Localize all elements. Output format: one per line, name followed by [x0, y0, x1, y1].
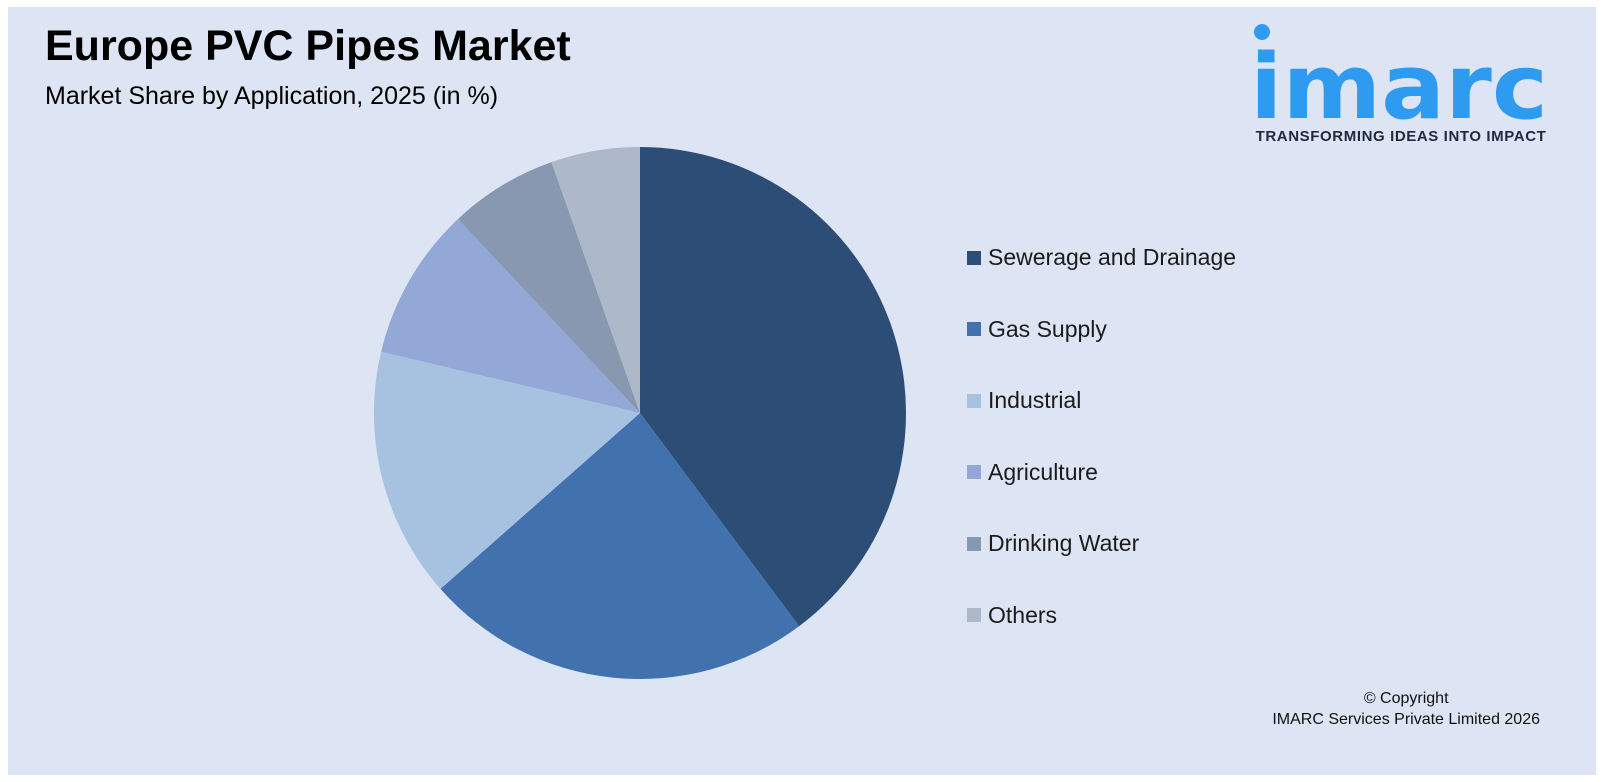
pie-slice-drinking-water: [457, 162, 640, 413]
chart-subtitle: Market Share by Application, 2025 (in %): [45, 82, 499, 110]
chart-title: Europe PVC Pipes Market: [45, 22, 571, 70]
pie-slice-sewerage-and-drainage: [640, 147, 907, 627]
legend-item-others: Others: [967, 580, 1236, 652]
legend-swatch: [967, 608, 981, 623]
pie-slice-industrial: [374, 351, 640, 589]
legend-swatch: [967, 250, 981, 265]
chart-legend: Sewerage and Drainage Gas Supply Industria…: [967, 222, 1236, 651]
legend-label: Drinking Water: [988, 530, 1140, 557]
legend-label: Industrial: [988, 387, 1082, 414]
legend-label: Others: [988, 601, 1058, 628]
legend-swatch: [967, 322, 981, 337]
legend-swatch: [967, 536, 981, 551]
legend-label: Sewerage and Drainage: [988, 244, 1237, 271]
copyright-line-1: © Copyright: [1363, 690, 1449, 707]
legend-item-industrial: Industrial: [967, 365, 1236, 437]
imarc-logo: imarc TRANSFORMING IDEAS INTO IMPACT: [1250, 18, 1548, 148]
legend-item-drinking-water: Drinking Water: [967, 508, 1236, 580]
legend-swatch: [967, 465, 981, 480]
legend-item-sewerage-and-drainage: Sewerage and Drainage: [967, 222, 1236, 294]
pie-chart: [374, 147, 907, 680]
copyright-line-2: IMARC Services Private Limited 2026: [1272, 711, 1540, 728]
legend-label: Agriculture: [988, 458, 1098, 485]
logo-wordmark: imarc: [1250, 35, 1548, 128]
legend-label: Gas Supply: [988, 315, 1107, 342]
legend-swatch: [967, 393, 981, 408]
copyright-notice: © Copyright IMARC Services Private Limit…: [1272, 688, 1540, 730]
legend-item-gas-supply: Gas Supply: [967, 294, 1236, 366]
legend-item-agriculture: Agriculture: [967, 437, 1236, 509]
pie-slice-others: [551, 147, 640, 413]
logo-tagline: TRANSFORMING IDEAS INTO IMPACT: [1255, 128, 1547, 145]
pie-slice-gas-supply: [440, 413, 800, 680]
logo-dot: [1254, 24, 1270, 40]
pie-slice-agriculture: [381, 219, 640, 413]
